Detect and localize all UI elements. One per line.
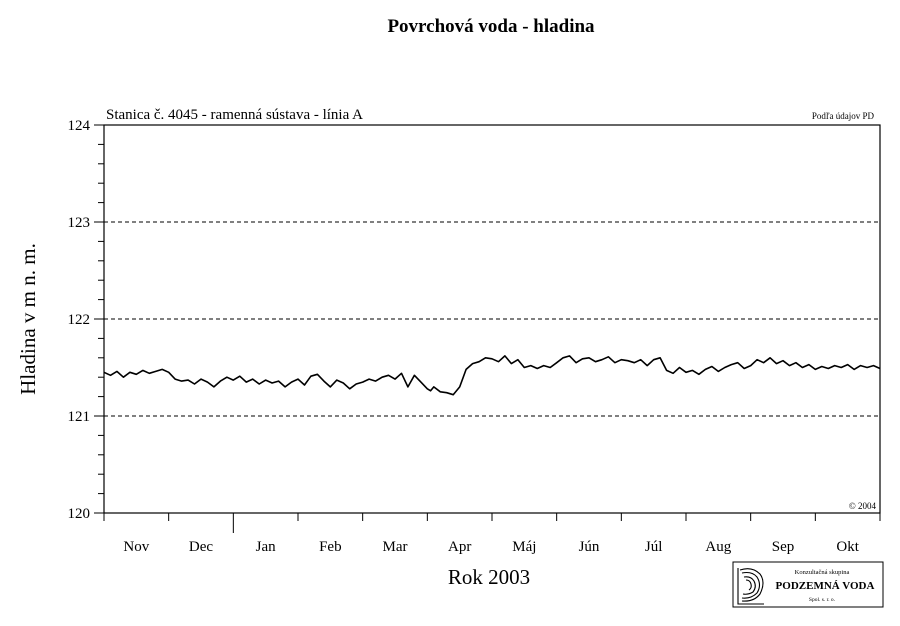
x-tick-label: Júl [645, 539, 663, 555]
y-tick-label: 120 [68, 506, 91, 522]
company-logo: Konzultačná skupina PODZEMNÁ VODA Spol. … [732, 561, 884, 608]
y-tick-label: 122 [68, 312, 91, 328]
chart-title: Povrchová voda - hladina [387, 16, 595, 37]
copyright-note: © 2004 [849, 501, 877, 511]
x-tick-label: Sep [772, 539, 795, 555]
x-tick-label: Jún [579, 539, 600, 555]
chart-subtitle: Stanica č. 4045 - ramenná sústava - líni… [106, 107, 363, 123]
y-tick-label: 121 [68, 409, 91, 425]
logo-mark-icon [737, 568, 764, 605]
x-tick-label: Mar [383, 539, 408, 555]
grid-lines [104, 221, 880, 417]
logo-line-2: PODZEMNÁ VODA [776, 580, 875, 592]
x-tick-label: Nov [123, 539, 149, 555]
x-tick-label: Feb [319, 539, 342, 555]
y-tick-label: 124 [68, 118, 91, 134]
x-tick-label: Okt [836, 539, 859, 555]
y-axis: 120 121 122 123 124 [68, 118, 104, 522]
logo-frame [732, 561, 884, 608]
x-tick-label: Máj [512, 539, 536, 555]
x-tick-label: Apr [448, 539, 471, 555]
x-tick-label: Dec [189, 539, 213, 555]
x-axis: Nov Dec Jan Feb Mar Apr Máj Jún Júl Aug Sep Okt [103, 513, 881, 555]
plot-frame [103, 124, 881, 514]
y-tick-label: 123 [68, 215, 91, 231]
x-axis-title: Rok 2003 [448, 565, 530, 589]
source-note: Podľa údajov PD [812, 111, 875, 121]
logo-line-1: Konzultačná skupina [795, 569, 850, 576]
x-tick-label: Jan [256, 539, 276, 555]
x-tick-label: Aug [705, 539, 731, 555]
logo-line-3: Spol. s. r. o. [809, 597, 836, 603]
y-axis-title: Hladina v m n. m. [16, 243, 40, 395]
series-line [103, 355, 881, 396]
